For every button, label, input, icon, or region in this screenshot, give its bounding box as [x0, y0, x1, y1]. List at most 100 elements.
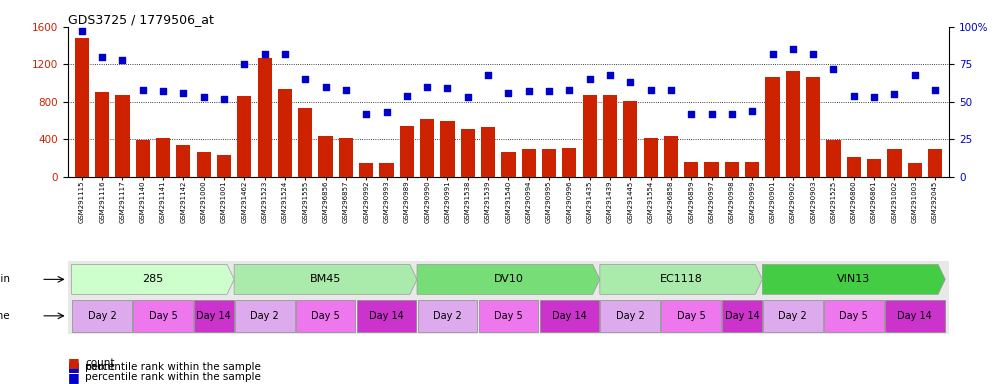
Text: EC1118: EC1118 [660, 274, 703, 285]
FancyArrow shape [762, 265, 945, 294]
Text: Day 2: Day 2 [778, 311, 807, 321]
Bar [785, 71, 800, 177]
Point [764, 51, 780, 57]
FancyArrow shape [599, 265, 762, 294]
Bar [133, 300, 193, 332]
Text: Day 2: Day 2 [433, 311, 462, 321]
Bar [238, 96, 251, 177]
Bar [481, 127, 495, 177]
Point [826, 66, 842, 72]
Point [135, 87, 151, 93]
Point [237, 61, 252, 68]
Text: ■: ■ [68, 371, 80, 384]
Bar [194, 300, 234, 332]
Point [379, 109, 395, 115]
Point [419, 84, 435, 90]
Bar [723, 300, 761, 332]
Point [724, 111, 740, 117]
Bar [806, 78, 820, 177]
Bar [257, 58, 271, 177]
Text: Day 14: Day 14 [552, 311, 586, 321]
Bar [867, 159, 882, 177]
Point [521, 88, 537, 94]
Point [318, 84, 334, 90]
Bar [278, 89, 292, 177]
Point [155, 88, 171, 94]
Bar [522, 149, 536, 177]
FancyArrow shape [72, 265, 235, 294]
Text: Day 2: Day 2 [87, 311, 116, 321]
Point [704, 111, 720, 117]
Bar [400, 126, 414, 177]
Bar [746, 162, 759, 177]
Bar [908, 163, 921, 177]
Bar [661, 300, 721, 332]
Point [683, 111, 699, 117]
Bar [460, 129, 475, 177]
Point [501, 90, 517, 96]
Point [602, 72, 618, 78]
Text: ■: ■ [68, 360, 80, 373]
Text: Day 2: Day 2 [250, 311, 279, 321]
Text: count: count [85, 358, 115, 368]
Bar [623, 101, 637, 177]
Text: Day 5: Day 5 [677, 311, 706, 321]
Bar [563, 147, 577, 177]
Bar [603, 95, 617, 177]
Bar [380, 163, 394, 177]
Text: 285: 285 [142, 274, 164, 285]
Bar [847, 157, 861, 177]
Bar [826, 140, 841, 177]
Bar [235, 300, 294, 332]
Bar [420, 119, 434, 177]
Text: Day 14: Day 14 [197, 311, 232, 321]
Text: percentile rank within the sample: percentile rank within the sample [85, 362, 261, 372]
Text: Day 14: Day 14 [369, 311, 404, 321]
Bar [885, 300, 944, 332]
Point [643, 87, 659, 93]
Text: Day 14: Day 14 [725, 311, 759, 321]
Bar [928, 149, 942, 177]
Bar [357, 300, 416, 332]
Bar [217, 155, 232, 177]
Bar [725, 162, 739, 177]
Text: percentile rank within the sample: percentile rank within the sample [85, 372, 261, 382]
Bar [176, 145, 191, 177]
Bar [318, 136, 333, 177]
Bar [339, 138, 353, 177]
Bar [501, 152, 516, 177]
Point [439, 85, 455, 91]
Point [927, 87, 943, 93]
Point [805, 51, 821, 57]
Text: Day 5: Day 5 [839, 311, 868, 321]
Bar [888, 149, 902, 177]
Bar [440, 121, 454, 177]
Point [297, 76, 313, 83]
Bar [763, 300, 823, 332]
Point [460, 94, 476, 100]
Point [887, 91, 903, 98]
Bar [600, 300, 660, 332]
Bar [540, 300, 599, 332]
Text: Day 2: Day 2 [616, 311, 645, 321]
Point [846, 93, 862, 99]
Text: BM45: BM45 [310, 274, 341, 285]
Point [338, 87, 354, 93]
Text: VIN13: VIN13 [837, 274, 871, 285]
Bar [95, 93, 109, 177]
Point [175, 90, 191, 96]
Point [256, 51, 272, 57]
Bar [197, 152, 211, 177]
Bar [664, 136, 678, 177]
Bar [359, 163, 374, 177]
Point [581, 76, 597, 83]
Bar [684, 162, 699, 177]
Text: ■: ■ [68, 360, 80, 373]
Point [785, 46, 801, 53]
Bar [296, 300, 356, 332]
Bar [115, 95, 129, 177]
Bar [824, 300, 884, 332]
Point [745, 108, 760, 114]
Bar [73, 300, 132, 332]
Point [866, 94, 882, 100]
